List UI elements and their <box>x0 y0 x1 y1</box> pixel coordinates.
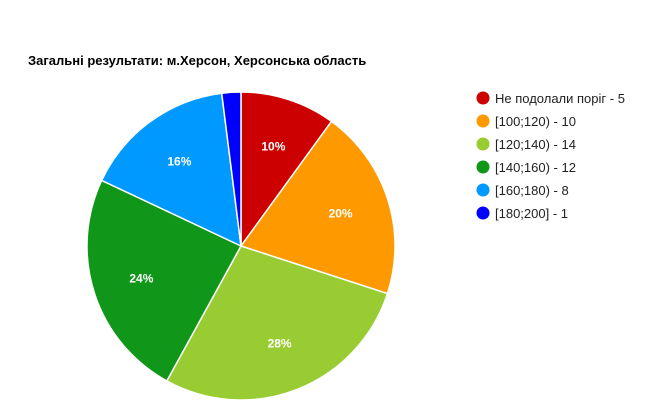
pie-slice[interactable] <box>239 120 396 295</box>
pie-slice[interactable] <box>220 91 242 247</box>
legend-swatch <box>476 160 490 174</box>
slice-percent-label: 20% <box>329 207 353 221</box>
legend-item[interactable]: [160;180) - 8 <box>476 183 569 198</box>
slice-percent-label: 10% <box>261 139 285 153</box>
slice-percent-label: 24% <box>129 271 153 285</box>
legend-item[interactable]: [140;160) - 12 <box>476 160 576 175</box>
legend-label: [140;160) - 12 <box>495 160 576 175</box>
legend-item[interactable]: [100;120) - 10 <box>476 114 576 129</box>
pie-slice[interactable] <box>165 245 389 401</box>
pie-slice[interactable] <box>86 179 243 382</box>
pie-slice-labels: 10% 20% 28% 24% 16% <box>129 139 353 350</box>
legend-label: [160;180) - 8 <box>495 183 569 198</box>
legend-label: [180;200] - 1 <box>495 206 568 221</box>
legend-swatch <box>476 206 490 220</box>
pie-slices <box>86 91 396 401</box>
legend-item[interactable]: [120;140) - 14 <box>476 137 576 152</box>
legend-swatch <box>476 183 490 197</box>
legend-item[interactable]: [180;200] - 1 <box>476 206 569 221</box>
legend-label: Не подолали поріг - 5 <box>495 91 625 106</box>
legend-swatch <box>476 137 490 151</box>
chart-title: Загальні результати: м.Херсон, Херсонськ… <box>28 53 367 68</box>
slice-percent-label: 28% <box>268 336 292 350</box>
slice-percent-label: 16% <box>167 154 191 168</box>
legend-label: [120;140) - 14 <box>495 137 576 152</box>
legend-item[interactable]: Не подолали поріг - 5 <box>476 91 625 106</box>
legend-swatch <box>476 91 490 105</box>
legend: Не подолали поріг - 5 [100;120) - 10 [120;… <box>476 91 625 221</box>
pie-slice[interactable] <box>100 92 242 248</box>
legend-label: [100;120) - 10 <box>495 114 576 129</box>
legend-swatch <box>476 114 490 128</box>
pie-slice[interactable] <box>240 91 333 249</box>
